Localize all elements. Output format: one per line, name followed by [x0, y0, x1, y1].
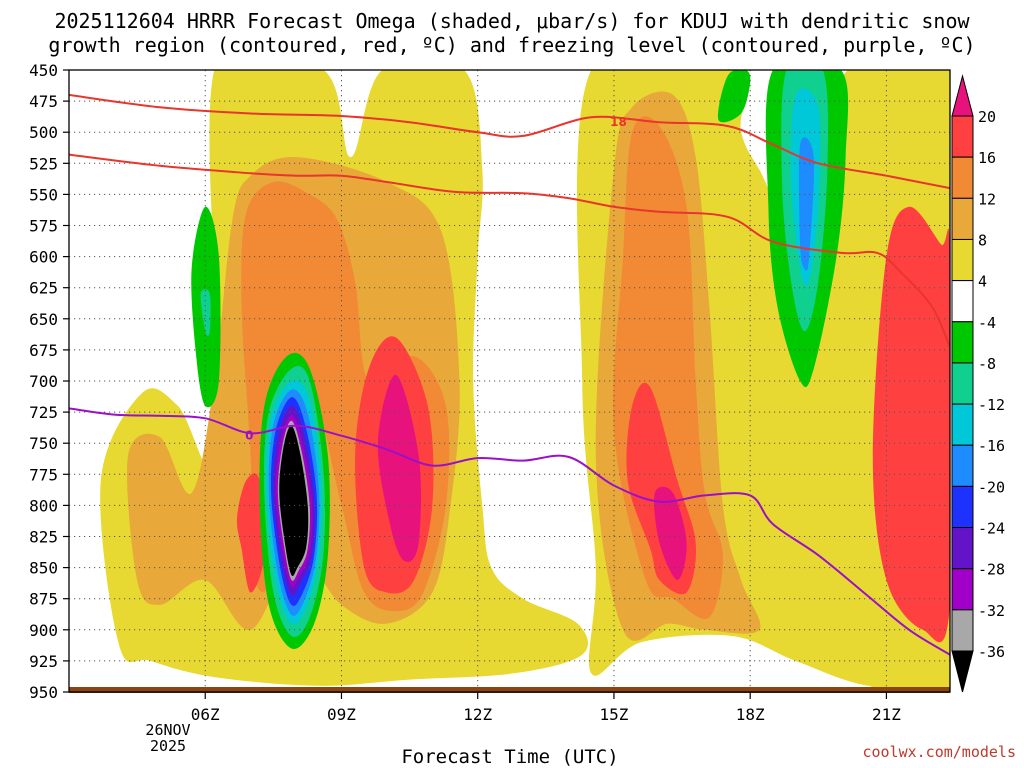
y-tick-label-825: 825 [29, 528, 58, 547]
colorbar-band-12-to-16 [951, 156, 974, 199]
colorbar-band--20-to--16 [951, 444, 974, 487]
colorbar-band--12-to--8 [951, 362, 974, 405]
y-tick-label-775: 775 [29, 465, 58, 484]
y-tick-label-475: 475 [29, 92, 58, 111]
x-axis-title: Forecast Time (UTC) [401, 746, 618, 768]
contour-label-freezing-level: 0 [245, 429, 253, 443]
contour-freezing-level [69, 407, 950, 656]
region-omega-ge16-d [872, 206, 950, 643]
colorbar: 20 16 12 8 4 -4 -8 -12 -16 -20 -24 -28 -32 -36 [951, 74, 1005, 693]
y-tick-label-675: 675 [29, 341, 58, 360]
colorbar-label--16: -16 [978, 437, 1005, 455]
colorbar-label--20: -20 [978, 478, 1005, 496]
x-tick-label-09Z: 09Z [327, 705, 356, 724]
y-tick-label-750: 750 [29, 434, 58, 453]
region-omega-ge16-c [236, 473, 265, 593]
y-tick-label-875: 875 [29, 590, 58, 609]
colorbar-band--32-to--28 [951, 568, 974, 611]
x-tick-label-06Z: 06Z [191, 705, 220, 724]
plot-area: 18 0 [68, 69, 951, 693]
y-tick-label-450: 450 [29, 61, 58, 80]
credit-link[interactable]: coolwx.com/models [862, 743, 1016, 761]
x-tick-label-21Z: 21Z [872, 705, 901, 724]
x-tick-label-15Z: 15Z [599, 705, 628, 724]
colorbar-label-16: 16 [978, 149, 996, 167]
colorbar-label--12: -12 [978, 396, 1005, 414]
colorbar-band-16-to-20 [951, 115, 974, 158]
y-tick-label-925: 925 [29, 652, 58, 671]
x-axis: 06Z 09Z 12Z 15Z 18Z 21Z [191, 692, 901, 724]
colorbar-label-12: 12 [978, 190, 996, 208]
contour-dgz-minus18-isotherm [69, 93, 950, 190]
colorbar-band--28-to--24 [951, 527, 974, 570]
colorbar-label--8: -8 [978, 355, 996, 373]
region-omega-ge20 [377, 374, 421, 562]
y-tick-label-725: 725 [29, 403, 58, 422]
gridlines [69, 70, 950, 692]
region-omega-le-36-core [279, 425, 309, 577]
y-tick-label-500: 500 [29, 123, 58, 142]
x-tick-label-18Z: 18Z [736, 705, 765, 724]
colorbar-bottom-arrow [951, 650, 974, 693]
y-tick-label-550: 550 [29, 185, 58, 204]
region-omega-le-16-east [798, 137, 815, 271]
y-tick-label-650: 650 [29, 310, 58, 329]
y-tick-label-850: 850 [29, 559, 58, 578]
colorbar-band--36-to--32 [951, 609, 974, 652]
chart-title-line1: 2025112604 HRRR Forecast Omega (shaded, … [54, 9, 970, 33]
colorbar-label-8: 8 [978, 231, 987, 249]
region-omega-le-8-west [200, 289, 211, 336]
colorbar-band--8-to--4 [951, 321, 974, 364]
y-tick-label-700: 700 [29, 372, 58, 391]
date-label-year: 2025 [150, 737, 186, 755]
region-omega-ge20-b [654, 486, 687, 580]
y-tick-label-625: 625 [29, 279, 58, 298]
y-tick-label-900: 900 [29, 621, 58, 640]
omega-shading [100, 70, 950, 692]
colorbar-label--28: -28 [978, 561, 1005, 579]
colorbar-band-4-to-8 [951, 238, 974, 282]
y-tick-label-950: 950 [29, 683, 58, 702]
colorbar-label--24: -24 [978, 520, 1005, 538]
y-tick-label-800: 800 [29, 496, 58, 515]
colorbar-label-4: 4 [978, 273, 987, 291]
region-omega-le-4-north [717, 70, 751, 123]
y-axis: 450 475 500 525 550 575 600 625 650 675 700 725 750 7… [29, 61, 69, 702]
colorbar-label--32: -32 [978, 602, 1005, 620]
colorbar-band--24-to--20 [951, 485, 974, 529]
contour-dgz-minus12-isotherm [69, 153, 950, 348]
x-tick-label-12Z: 12Z [463, 705, 492, 724]
contour-label-dgz-minus18-isotherm: 18 [610, 115, 627, 129]
colorbar-top-arrow [951, 74, 974, 117]
date-label-day: 26NOV [145, 721, 190, 739]
y-tick-label-525: 525 [29, 154, 58, 173]
colorbar-band-8-to-12 [951, 197, 974, 240]
ground-strip [69, 687, 950, 693]
temperature-contours: 18 0 [69, 93, 950, 656]
colorbar-label-20: 20 [978, 108, 996, 126]
colorbar-label--36: -36 [978, 643, 1005, 661]
chart-title-line2: growth region (contoured, red, ºC) and f… [48, 33, 975, 57]
colorbar-label--4: -4 [978, 314, 996, 332]
colorbar-band--16-to--12 [951, 403, 974, 446]
y-tick-label-600: 600 [29, 248, 58, 267]
colorbar-band--4-to-4 [951, 280, 974, 323]
y-tick-label-575: 575 [29, 217, 58, 236]
